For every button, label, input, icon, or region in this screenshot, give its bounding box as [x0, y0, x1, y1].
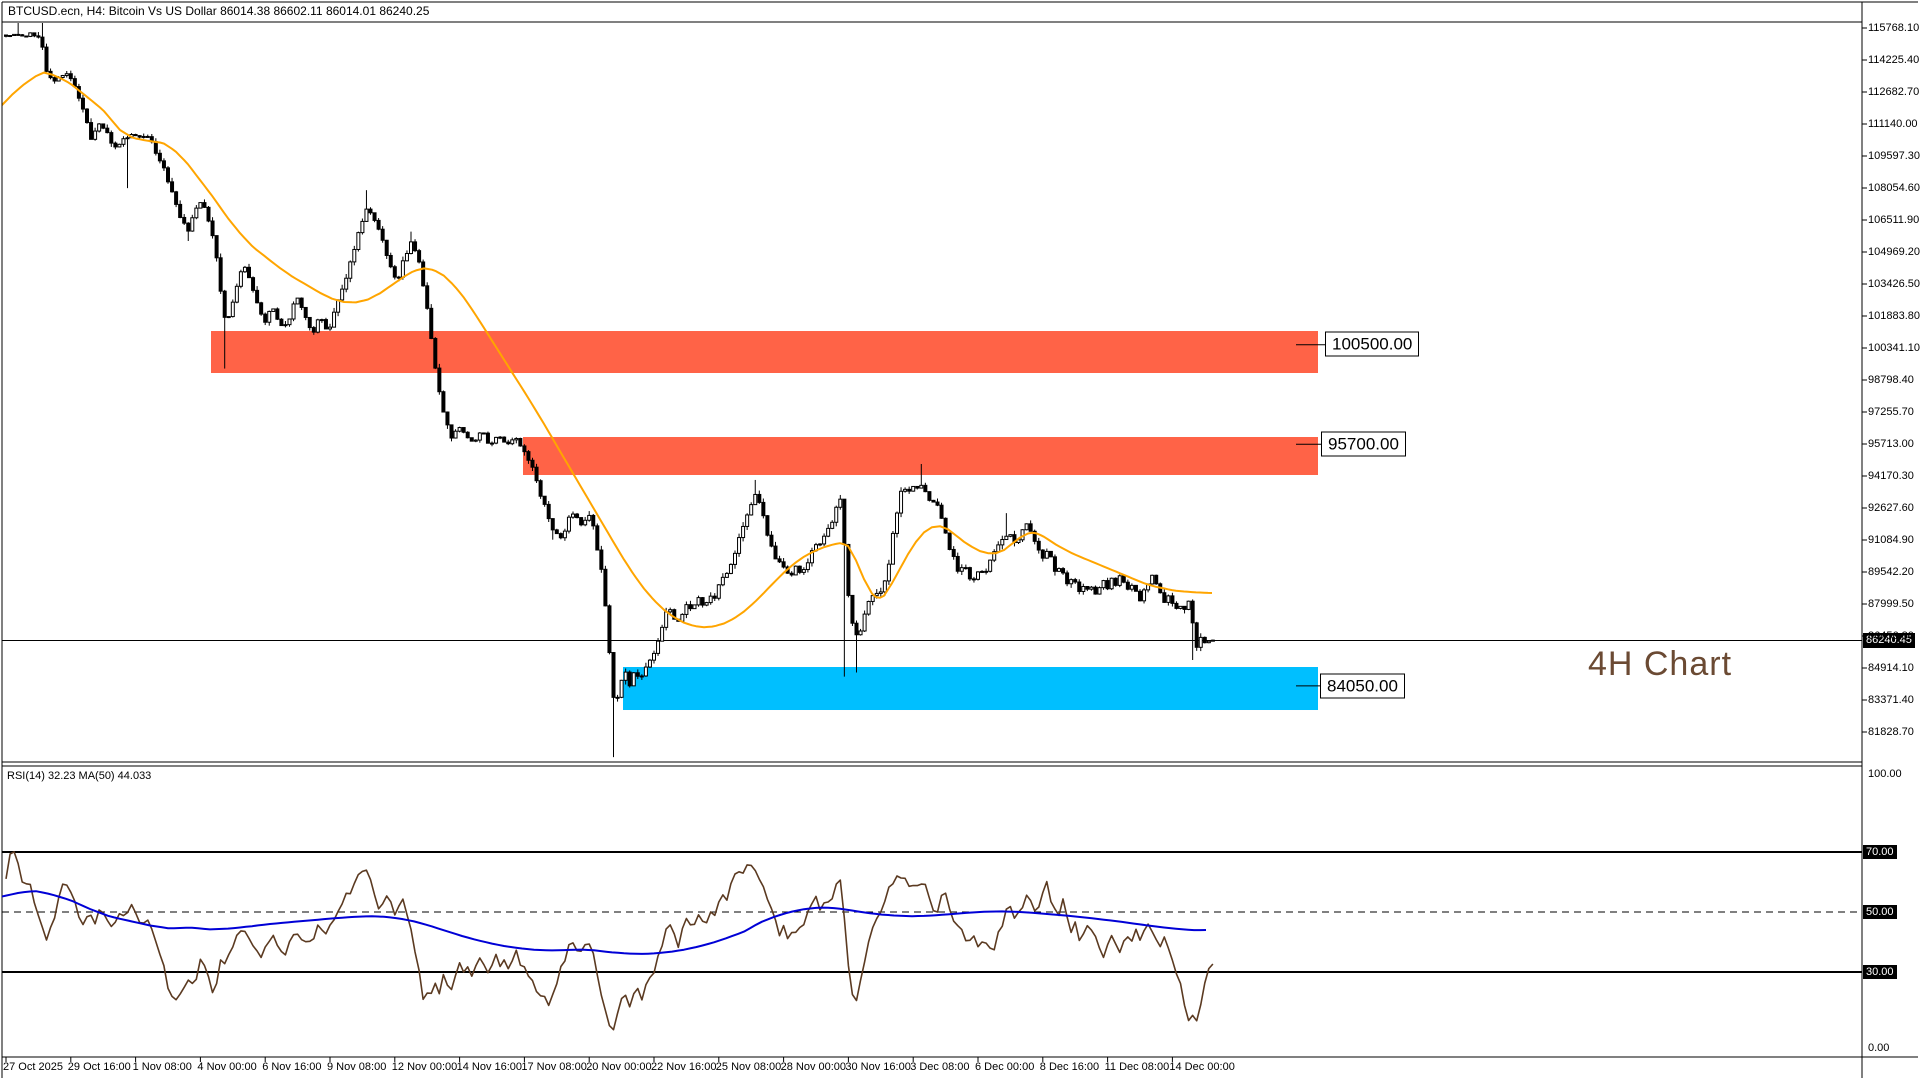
chart-title: BTCUSD.ecn, H4: Bitcoin Vs US Dollar 860… [8, 4, 430, 18]
supply-zone-upper[interactable] [211, 331, 1318, 373]
rsi-scale-0: 0.00 [1868, 1042, 1890, 1054]
price-axis-label: 109597.30 [1868, 150, 1920, 162]
time-axis-label: 27 Oct 2025 [3, 1061, 63, 1073]
time-axis-label: 9 Nov 08:00 [327, 1061, 387, 1073]
zone-label-95700[interactable]: 95700.00 [1321, 431, 1406, 457]
time-axis-label: 12 Nov 00:00 [391, 1061, 458, 1073]
time-axis-label: 1 Nov 08:00 [132, 1061, 192, 1073]
zone-label-84050[interactable]: 84050.00 [1320, 673, 1405, 699]
time-axis-label: 22 Nov 16:00 [651, 1061, 717, 1073]
price-axis-label: 86456.80 [1868, 630, 1914, 642]
time-axis-label: 14 Dec 00:00 [1169, 1061, 1235, 1073]
price-axis-label: 97255.70 [1868, 406, 1914, 418]
price-axis-label: 84914.10 [1868, 662, 1914, 674]
price-axis-label: 103426.50 [1868, 278, 1920, 290]
current-price-tag: 86240.45 [1863, 633, 1915, 648]
zone-label-100500[interactable]: 100500.00 [1325, 331, 1420, 357]
price-axis-label: 94170.30 [1868, 470, 1914, 482]
price-axis-label: 81828.70 [1868, 726, 1914, 738]
price-axis-label: 87999.50 [1868, 598, 1914, 610]
price-axis-label: 115768.10 [1868, 22, 1920, 34]
price-axis-label: 108054.60 [1868, 182, 1920, 194]
price-axis-label: 92627.60 [1868, 502, 1914, 514]
time-axis-label: 29 Oct 16:00 [67, 1061, 131, 1073]
time-axis-label: 8 Dec 16:00 [1039, 1061, 1100, 1073]
price-axis-label: 114225.40 [1868, 54, 1920, 66]
zones [211, 331, 1326, 711]
price-axis-label: 112682.70 [1868, 86, 1920, 98]
price-axis-label: 83371.40 [1868, 694, 1914, 706]
price-axis-label: 95713.00 [1868, 438, 1914, 450]
price-axis-label: 98798.40 [1868, 374, 1914, 386]
price-axis-label: 89542.20 [1868, 566, 1914, 578]
time-axis-label: 11 Dec 08:00 [1104, 1061, 1170, 1073]
price-axis-label: 111140.00 [1868, 118, 1918, 130]
price-axis-label: 101883.80 [1868, 310, 1920, 322]
rsi-level-tag-50: 50.00 [1863, 905, 1897, 919]
price-axis-label: 100341.10 [1868, 342, 1920, 354]
rsi-scale-100: 100.00 [1868, 768, 1902, 780]
rsi-level-tag-70: 70.00 [1863, 845, 1897, 859]
time-axis-label: 30 Nov 16:00 [845, 1061, 911, 1073]
time-axis-label: 6 Nov 16:00 [262, 1061, 322, 1073]
rsi-level-tag-30: 30.00 [1863, 965, 1897, 979]
time-axis-label: 14 Nov 16:00 [456, 1061, 523, 1073]
price-axis-label: 106511.90 [1868, 214, 1920, 226]
price-axis-label: 104969.20 [1868, 246, 1920, 258]
price-axis-label: 91084.90 [1868, 534, 1914, 546]
rsi-line [5, 850, 1214, 1031]
time-axis-label: 3 Dec 08:00 [910, 1061, 970, 1073]
time-axis-label: 28 Nov 00:00 [780, 1061, 847, 1073]
candles [4, 23, 1215, 758]
watermark-text: 4H Chart [1587, 645, 1733, 683]
demand-zone[interactable] [623, 667, 1318, 711]
time-axis-label: 6 Dec 00:00 [975, 1061, 1035, 1073]
time-axis-label: 4 Nov 00:00 [197, 1061, 257, 1073]
time-axis-label: 20 Nov 00:00 [586, 1061, 652, 1073]
rsi-ma-line [2, 890, 1207, 955]
rsi-indicator-label: RSI(14) 32.23 MA(50) 44.033 [7, 770, 152, 782]
supply-zone-lower[interactable] [523, 437, 1318, 475]
time-axis-label: 25 Nov 08:00 [715, 1061, 782, 1073]
price-ma-line [2, 71, 1213, 629]
time-axis-label: 17 Nov 08:00 [521, 1061, 587, 1073]
